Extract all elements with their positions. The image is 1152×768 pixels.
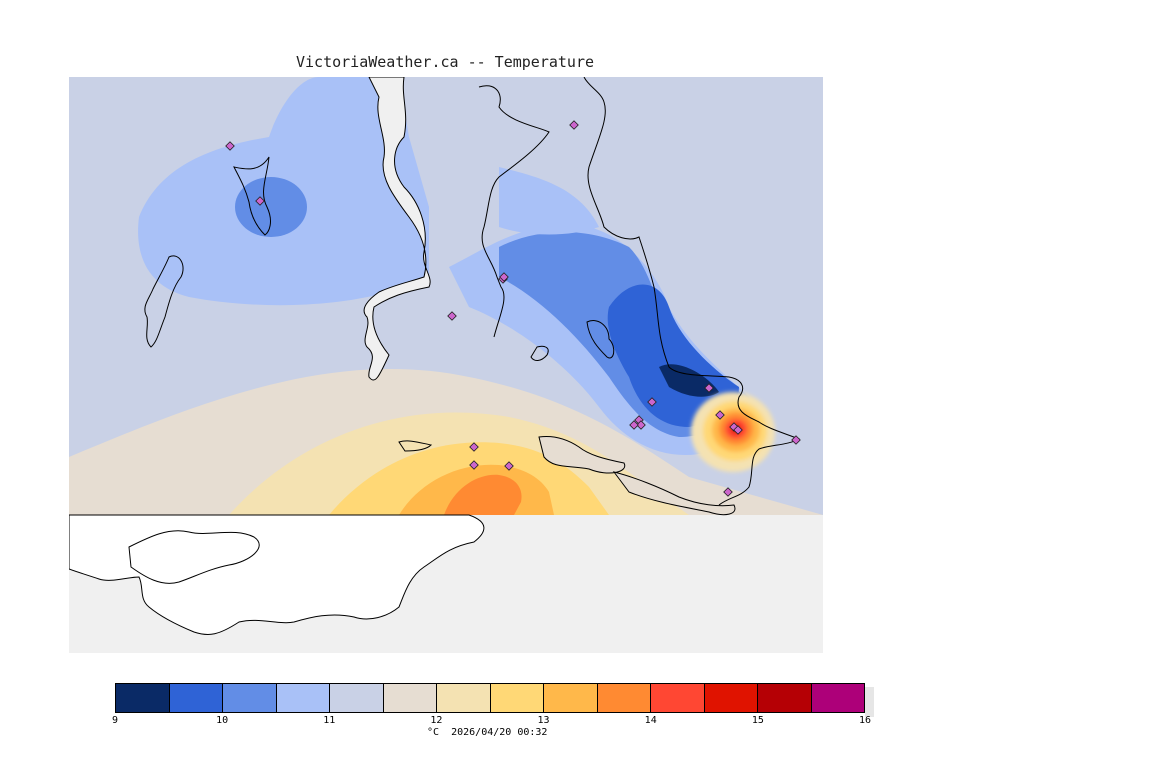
legend-swatch bbox=[223, 684, 277, 712]
station-marker bbox=[704, 383, 714, 393]
temperature-contours bbox=[69, 77, 823, 515]
legend-swatch bbox=[544, 684, 598, 712]
legend-tick-label: 15 bbox=[751, 715, 764, 726]
legend-swatch bbox=[437, 684, 491, 712]
station-marker bbox=[647, 397, 657, 407]
legend-tick-label: 16 bbox=[858, 715, 872, 726]
legend-swatch bbox=[169, 684, 223, 712]
station-marker bbox=[469, 460, 479, 470]
color-scale-legend: 9 10 11 12 13 14 15 16 °C 2026/04/20 00:32 bbox=[111, 683, 875, 743]
map-title: VictoriaWeather.ca -- Temperature bbox=[295, 53, 594, 71]
legend-swatch bbox=[276, 684, 330, 712]
station-marker bbox=[791, 435, 801, 445]
station-marker bbox=[569, 120, 579, 130]
station-marker bbox=[733, 425, 743, 435]
legend-swatch bbox=[651, 684, 705, 712]
station-marker bbox=[447, 311, 457, 321]
station-marker bbox=[469, 442, 479, 452]
map-timestamp: 2026/04/20 00:32 bbox=[451, 727, 548, 738]
legend-swatch bbox=[383, 684, 437, 712]
legend-swatch bbox=[758, 684, 812, 712]
legend-swatch bbox=[597, 684, 651, 712]
station-marker bbox=[504, 461, 514, 471]
station-marker bbox=[723, 487, 733, 497]
station-marker bbox=[715, 410, 725, 420]
station-marker bbox=[255, 196, 265, 206]
legend-swatch bbox=[490, 684, 544, 712]
legend-shadow bbox=[865, 687, 874, 717]
temperature-map[interactable] bbox=[69, 77, 823, 653]
station-marker bbox=[225, 141, 235, 151]
legend-caption: °C 2026/04/20 00:32 bbox=[427, 727, 547, 738]
legend-swatch bbox=[704, 684, 758, 712]
legend-tick-label: 12 bbox=[430, 715, 443, 726]
legend-tick-labels: 9 10 11 12 13 14 15 16 bbox=[111, 714, 871, 728]
legend-tick-label: 9 bbox=[111, 715, 119, 726]
legend-color-bar bbox=[115, 683, 865, 713]
legend-swatch bbox=[116, 684, 170, 712]
legend-tick-label: 13 bbox=[537, 715, 550, 726]
station-marker bbox=[629, 420, 639, 430]
legend-unit: °C bbox=[427, 727, 440, 738]
legend-swatch bbox=[330, 684, 384, 712]
station-marker bbox=[499, 272, 509, 282]
station-marker bbox=[636, 420, 646, 430]
legend-tick-label: 14 bbox=[644, 715, 657, 726]
coastlines bbox=[69, 77, 801, 635]
legend-tick-label: 10 bbox=[216, 715, 229, 726]
legend-tick-label: 11 bbox=[323, 715, 336, 726]
weather-stations bbox=[225, 120, 801, 497]
legend-swatch bbox=[811, 684, 864, 712]
